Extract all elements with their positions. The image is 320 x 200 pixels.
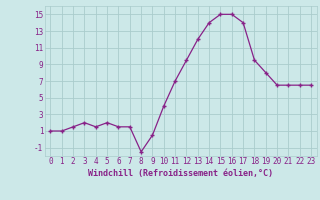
X-axis label: Windchill (Refroidissement éolien,°C): Windchill (Refroidissement éolien,°C) (88, 169, 273, 178)
